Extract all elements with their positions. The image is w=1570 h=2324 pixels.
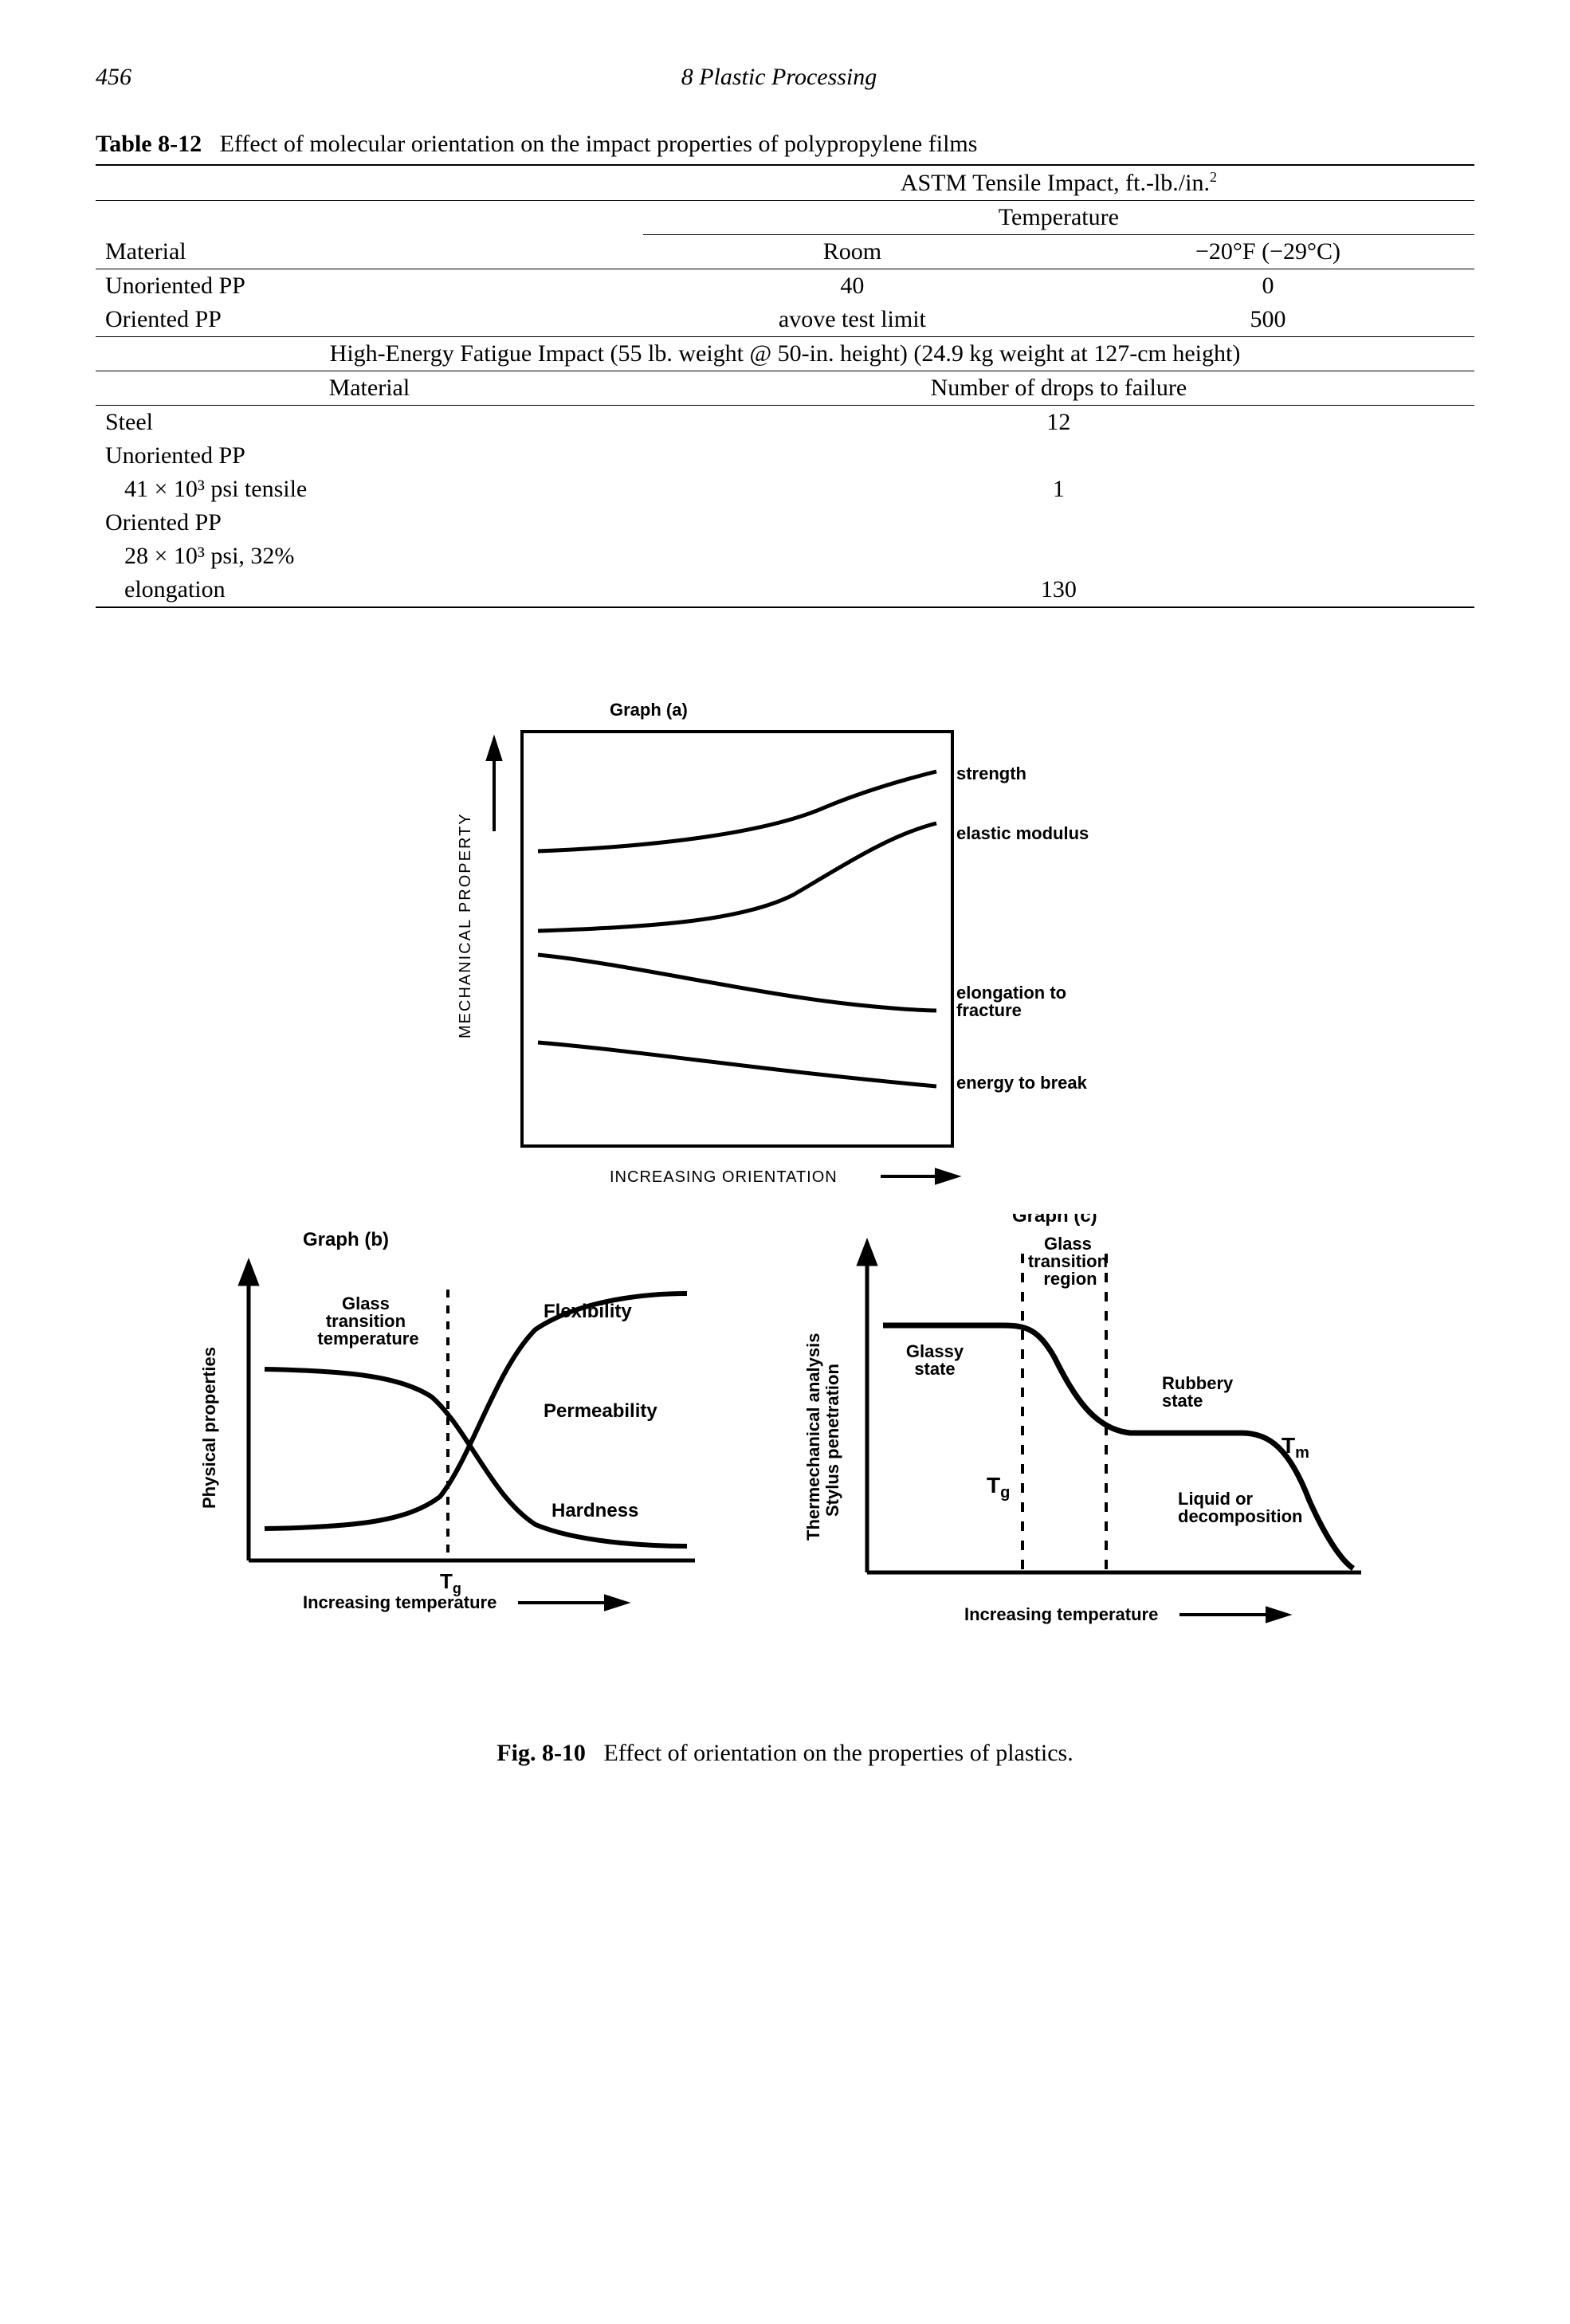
table-row: Oriented PP (96, 506, 643, 540)
table-cell: 0 (1062, 269, 1474, 304)
anno-glassy: Glassystate (906, 1341, 964, 1379)
fatigue-header: High-Energy Fatigue Impact (55 lb. weigh… (96, 337, 1474, 371)
anno-permeability: Permeability (544, 1400, 657, 1422)
graph-c-ylabel: Thermechanical analysis (803, 1333, 823, 1541)
up-arrow-icon (859, 1243, 875, 1572)
table-cell: 40 (643, 269, 1062, 304)
table-row: 28 × 10³ psi, 32% (96, 540, 643, 573)
figure-8-10: Graph (a) MECHANICAL PROPERTY strength e… (96, 696, 1474, 1767)
graph-b-title: Graph (b) (303, 1229, 389, 1250)
curve-energy (538, 1042, 936, 1086)
right-arrow-icon (881, 1170, 956, 1183)
graph-c-xlabel: Increasing temperature (964, 1604, 1158, 1624)
astm-header: ASTM Tensile Impact, ft.-lb./in. (901, 170, 1210, 196)
curve-elastic-modulus (538, 823, 936, 931)
col-material: Material (96, 235, 643, 269)
anno-rubbery: Rubberystate (1162, 1373, 1234, 1411)
graph-a-title: Graph (a) (610, 700, 688, 720)
up-arrow-icon (241, 1263, 257, 1560)
table-cell (643, 506, 1474, 540)
up-arrow-icon (488, 740, 500, 831)
curve-strength (538, 771, 936, 851)
label-strength: strength (956, 764, 1026, 783)
graph-a-xlabel: INCREASING ORIENTATION (610, 1168, 838, 1186)
tm-label: Tm (1282, 1433, 1309, 1462)
label-energy: energy to break (956, 1073, 1088, 1093)
graph-c-ylabel2: Stylus penetration (822, 1364, 842, 1517)
figure-caption: Fig. 8-10 Effect of orientation on the p… (497, 1740, 1073, 1767)
astm-header-sup: 2 (1210, 169, 1217, 185)
graphs-bc: Graph (b) Physical properties Tg Glass (167, 1214, 1403, 1708)
page-header: 456 8 Plastic Processing (96, 64, 1474, 91)
table-title: Effect of molecular orientation on the i… (220, 131, 978, 157)
temperature-group: Temperature (643, 201, 1474, 235)
col-material-2: Material (96, 371, 643, 406)
graph-c-title: Graph (c) (1012, 1214, 1097, 1227)
table-cell: avove test limit (643, 303, 1062, 337)
chapter-title: 8 Plastic Processing (681, 64, 877, 91)
table-row: elongation (96, 573, 643, 607)
right-arrow-icon (518, 1596, 626, 1609)
anno-glass-transition: Glass transition temperature (317, 1294, 418, 1348)
page-number: 456 (96, 64, 131, 91)
col-room: Room (643, 235, 1062, 269)
graph-a: Graph (a) MECHANICAL PROPERTY strength e… (426, 696, 1144, 1214)
table-8-12: ASTM Tensile Impact, ft.-lb./in.2 Temper… (96, 164, 1474, 608)
figure-caption-text: Effect of orientation on the properties … (603, 1740, 1073, 1766)
graph-b-xlabel: Increasing temperature (303, 1592, 497, 1612)
graph-b-ylabel: Physical properties (199, 1347, 219, 1509)
figure-number: Fig. 8-10 (497, 1740, 586, 1766)
anno-liquid: Liquid ordecomposition (1178, 1489, 1302, 1526)
table-row: Unoriented PP (96, 269, 643, 304)
tg-label-c: Tg (987, 1473, 1010, 1502)
col-drops: Number of drops to failure (643, 371, 1474, 406)
anno-hardness: Hardness (551, 1500, 638, 1521)
table-row: Oriented PP (96, 303, 643, 337)
table-row: 41 × 10³ psi tensile (96, 473, 643, 506)
table-caption: Table 8-12 Effect of molecular orientati… (96, 131, 1474, 158)
right-arrow-icon (1179, 1608, 1287, 1621)
table-cell (643, 439, 1474, 473)
table-row: Steel (96, 406, 643, 440)
graph-a-frame (522, 732, 952, 1146)
table-cell: 500 (1062, 303, 1474, 337)
table-row: Unoriented PP (96, 439, 643, 473)
table-number: Table 8-12 (96, 131, 202, 157)
anno-transition-region: Glass transition region (1028, 1234, 1113, 1289)
table-cell (643, 540, 1474, 573)
curve-elongation (538, 955, 936, 1011)
table-cell: 1 (643, 473, 1474, 506)
table-cell: 130 (643, 573, 1474, 607)
label-elongation: elongation to fracture (956, 983, 1071, 1020)
col-cold: −20°F (−29°C) (1062, 235, 1474, 269)
anno-flexibility: Flexibility (544, 1301, 632, 1322)
table-cell: 12 (643, 406, 1474, 440)
label-elastic: elastic modulus (956, 823, 1089, 843)
graph-a-ylabel: MECHANICAL PROPERTY (457, 812, 474, 1038)
